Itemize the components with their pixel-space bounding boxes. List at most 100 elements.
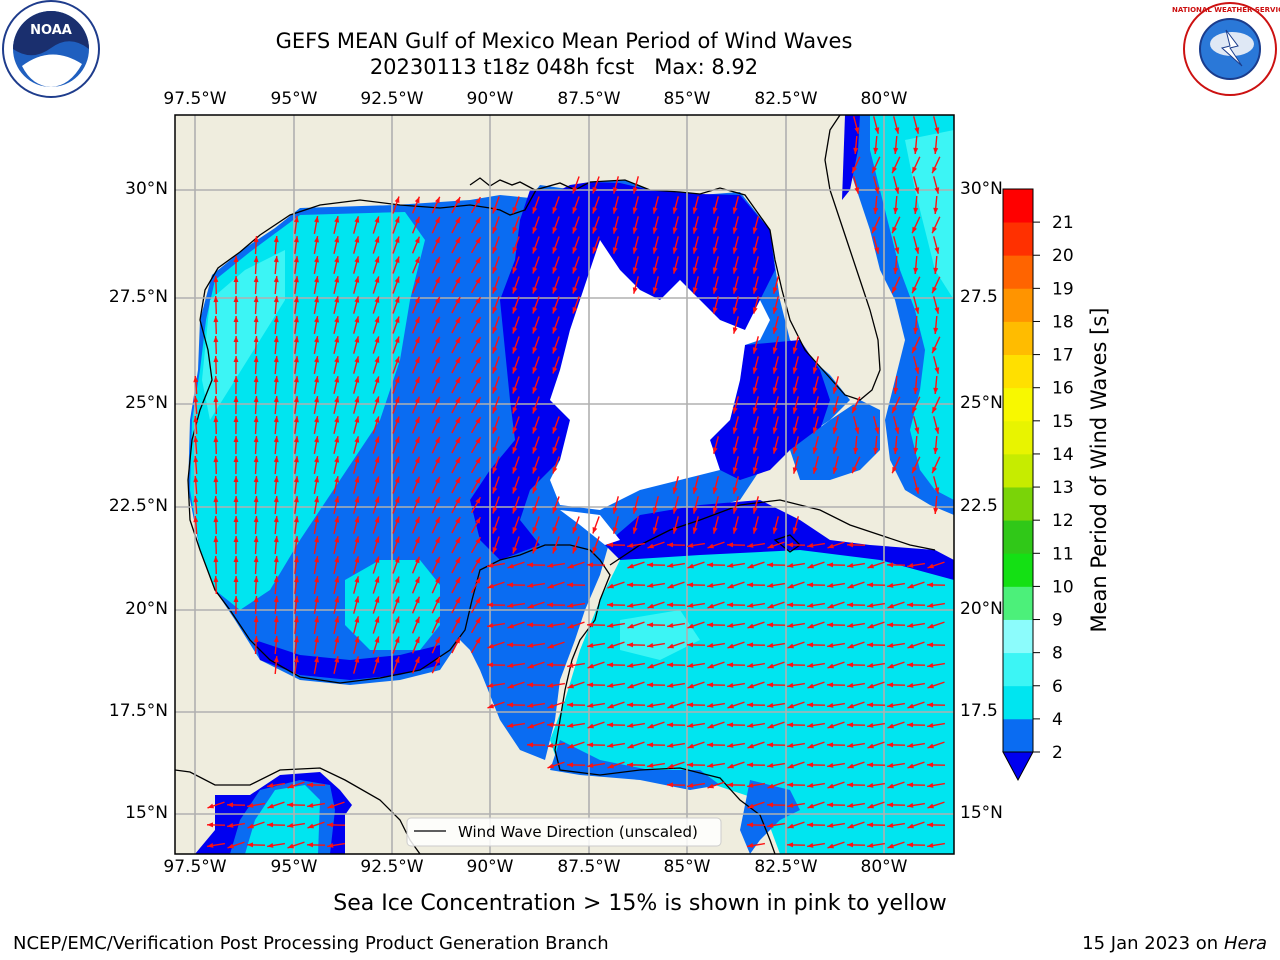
wind-arrow-head bbox=[747, 723, 754, 728]
wind-arrow-head bbox=[847, 842, 853, 848]
wind-arrow-head bbox=[532, 467, 538, 474]
wind-arrow-head bbox=[792, 347, 798, 354]
wind-arrow-head bbox=[787, 763, 794, 769]
lon-tick-top: 92.5°W bbox=[360, 89, 424, 109]
wind-arrow-head bbox=[334, 616, 340, 623]
wind-arrow-head bbox=[572, 227, 578, 234]
wind-arrow-head bbox=[912, 286, 917, 294]
wind-arrow-head bbox=[233, 456, 239, 462]
wind-arrow-head bbox=[435, 636, 440, 644]
wind-arrow-head bbox=[747, 623, 754, 629]
wind-arrow-head bbox=[532, 387, 538, 394]
wind-arrow-head bbox=[207, 822, 213, 828]
wind-arrow-head bbox=[887, 723, 894, 729]
colorbar-cell bbox=[1003, 453, 1033, 488]
wind-arrow-head bbox=[792, 427, 798, 434]
wind-arrow-head bbox=[807, 702, 813, 708]
wind-arrow-head bbox=[812, 367, 818, 374]
wind-arrow-head bbox=[227, 802, 233, 808]
wind-arrow-head bbox=[492, 447, 498, 454]
wind-arrow-head bbox=[334, 336, 340, 343]
wind-arrow-head bbox=[592, 227, 598, 234]
wind-arrow-head bbox=[752, 467, 758, 474]
wind-arrow-head bbox=[692, 207, 698, 214]
wind-arrow-head bbox=[354, 216, 360, 223]
wind-arrow-head bbox=[687, 582, 693, 588]
wind-arrow-head bbox=[907, 763, 914, 769]
wind-arrow-head bbox=[607, 683, 614, 688]
wind-arrow-head bbox=[455, 197, 461, 204]
wind-arrow-head bbox=[354, 576, 360, 583]
wind-arrow-head bbox=[934, 187, 940, 194]
wind-arrow-head bbox=[492, 267, 498, 274]
wind-arrow-head bbox=[647, 583, 654, 588]
wind-arrow-head bbox=[273, 516, 279, 523]
wind-arrow-head bbox=[492, 327, 498, 334]
wind-arrow-head bbox=[455, 357, 461, 364]
wind-arrow-head bbox=[607, 643, 614, 649]
wind-arrow-head bbox=[752, 507, 758, 514]
wind-arrow-head bbox=[532, 307, 538, 314]
wind-arrow-head bbox=[435, 236, 440, 244]
wind-arrow-head bbox=[455, 477, 461, 484]
wind-arrow-head bbox=[475, 397, 481, 404]
wind-arrow-head bbox=[213, 296, 219, 303]
wind-arrow-head bbox=[547, 763, 554, 769]
wind-arrow-head bbox=[667, 583, 674, 589]
wind-arrow-head bbox=[253, 336, 259, 343]
wind-arrow-head bbox=[287, 823, 294, 828]
wind-arrow-head bbox=[933, 507, 939, 514]
wind-arrow-head bbox=[455, 437, 461, 444]
wind-arrow-head bbox=[273, 576, 279, 583]
colorbar-tick-label: 15 bbox=[1052, 412, 1074, 432]
wind-arrow-head bbox=[707, 763, 714, 768]
wind-arrow-head bbox=[293, 656, 299, 663]
wind-arrow-head bbox=[933, 207, 939, 214]
wind-arrow-head bbox=[772, 447, 778, 454]
wind-arrow-head bbox=[732, 467, 738, 474]
wind-arrow-head bbox=[672, 507, 678, 514]
wind-arrow-head bbox=[334, 376, 340, 383]
wind-arrow-head bbox=[334, 596, 340, 603]
wind-arrow-head bbox=[572, 207, 578, 214]
wind-arrow-head bbox=[307, 842, 313, 848]
wind-arrow-head bbox=[647, 703, 654, 708]
wind-arrow-head bbox=[747, 642, 753, 648]
wind-arrow-head bbox=[394, 376, 400, 383]
wind-arrow-head bbox=[233, 496, 239, 502]
wind-arrow-head bbox=[233, 296, 239, 302]
wind-arrow-head bbox=[394, 396, 400, 403]
wind-arrow-head bbox=[435, 256, 440, 264]
wind-arrow-head bbox=[227, 823, 234, 828]
wind-arrow-head bbox=[692, 287, 698, 294]
wind-arrow-head bbox=[913, 387, 919, 394]
wind-arrow-head bbox=[767, 663, 774, 669]
wind-arrow-head bbox=[752, 407, 758, 414]
wind-arrow-head bbox=[767, 643, 774, 648]
wind-arrow-head bbox=[314, 356, 319, 363]
wind-arrow-head bbox=[647, 663, 654, 669]
wind-arrow-head bbox=[787, 782, 793, 788]
wind-arrow-head bbox=[847, 662, 853, 668]
wind-arrow-head bbox=[807, 582, 813, 588]
wind-arrow-head bbox=[567, 743, 574, 749]
wind-arrow-head bbox=[492, 527, 498, 534]
wind-arrow-head bbox=[907, 602, 913, 608]
wind-arrow-head bbox=[894, 127, 900, 134]
wind-arrow-head bbox=[812, 467, 818, 474]
wind-arrow-head bbox=[547, 643, 554, 649]
wind-arrow-head bbox=[414, 476, 420, 484]
wind-arrow-head bbox=[394, 436, 400, 443]
wind-arrow-head bbox=[627, 683, 634, 689]
wind-arrow-head bbox=[612, 187, 618, 194]
wind-arrow-head bbox=[414, 256, 420, 264]
wind-arrow-head bbox=[334, 396, 340, 403]
lat-tick-left: 17.5°N bbox=[108, 701, 168, 721]
wind-arrow-head bbox=[354, 496, 360, 503]
wind-arrow-head bbox=[727, 722, 733, 728]
wind-arrow-head bbox=[532, 267, 538, 274]
wind-arrow-head bbox=[687, 783, 694, 788]
wind-direction-arrows bbox=[193, 116, 946, 849]
wind-arrow-head bbox=[253, 516, 259, 523]
svg-text:NATIONAL WEATHER SERVICE: NATIONAL WEATHER SERVICE bbox=[1172, 6, 1280, 14]
